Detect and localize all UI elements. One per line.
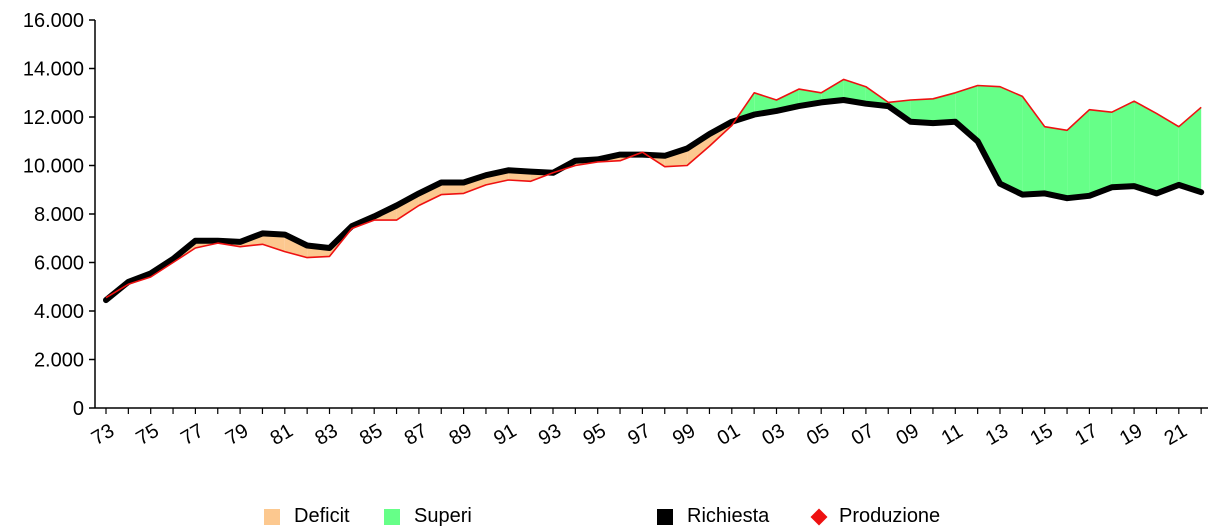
x-tick-label: 79 [222,420,252,450]
x-tick-label: 91 [490,420,520,450]
superi-area [933,92,956,124]
y-tick-label: 6.000 [34,253,84,275]
x-tick-label: 07 [848,420,878,450]
deficit-area [262,233,285,252]
series-line-produzione [105,78,1202,299]
deficit-area [687,134,710,166]
deficit-area [396,193,419,221]
legend-label-produzione: Produzione [839,505,941,527]
x-tick-label: 97 [624,420,654,450]
x-tick-label: 21 [1161,420,1191,450]
legend-label-deficit: Deficit [294,505,350,527]
x-tick-label: 05 [803,420,833,450]
legend-item-produzione: Produzione [810,505,941,528]
legend-item-richiesta: Richiesta [657,505,769,528]
superi-area [1089,109,1112,196]
x-tick-label: 03 [758,420,788,450]
y-tick-label: 16.000 [23,10,84,32]
superi-area [955,85,978,142]
x-tick-label: 15 [1027,420,1057,450]
superi-area [977,85,1000,184]
legend-item-deficit: Deficit [264,505,350,528]
legend: Deficit Superi Richiesta Produzione [0,505,1208,531]
fill-layer [106,79,1202,301]
x-tick-label: 81 [267,420,297,450]
y-tick-label: 10.000 [23,156,84,178]
x-tick-label: 89 [445,420,475,450]
x-tick-label: 09 [892,420,922,450]
chart: 0 2.000 4.000 6.000 8.000 10.000 12.000 14.000 1… [23,10,1208,450]
superi-area [821,79,844,103]
superi-area [1178,107,1202,193]
superi-area [1000,86,1023,195]
y-tick-label: 14.000 [23,59,84,81]
legend-label-richiesta: Richiesta [687,505,770,527]
y-tick-label: 8.000 [34,204,84,226]
superi-area [1067,109,1090,199]
legend-swatch-superi [384,508,400,525]
superi-area [1111,101,1135,188]
series-line-richiesta [103,97,1205,304]
x-tick-label: 99 [669,420,699,450]
y-tick-label: 2.000 [34,350,84,372]
legend-swatch-richiesta [657,508,673,525]
x-tick-label: 75 [133,420,163,450]
x-tick-label: 11 [938,420,967,449]
x-tick-label: 87 [401,420,431,450]
y-tick-label: 12.000 [23,107,84,129]
y-tick-label: 4.000 [34,301,84,323]
x-tick-label: 77 [177,420,207,450]
y-tick-label: 0 [73,398,84,420]
series-layer [103,78,1205,304]
superi-area [1156,113,1179,194]
x-tick-label: 95 [580,420,610,450]
superi-area [910,98,933,124]
legend-marker-produzione [810,508,828,525]
superi-area [1044,126,1068,199]
x-tick-label: 17 [1071,420,1101,450]
x-tick-label: 01 [714,420,744,450]
superi-area [1134,101,1157,194]
legend-swatch-deficit [264,508,280,525]
x-tick-label: 13 [982,420,1012,450]
x-tick-label: 73 [88,420,118,450]
superi-area [1022,96,1045,195]
legend-item-superi: Superi [384,505,472,528]
x-tick-label: 85 [356,420,386,450]
deficit-area [441,182,464,195]
legend-label-superi: Superi [414,505,472,527]
x-tick-label: 19 [1116,420,1146,450]
x-tick-label: 83 [311,420,341,450]
x-tick-label: 93 [535,420,565,450]
axes: 0 2.000 4.000 6.000 8.000 10.000 12.000 14.000 1… [23,10,1208,450]
